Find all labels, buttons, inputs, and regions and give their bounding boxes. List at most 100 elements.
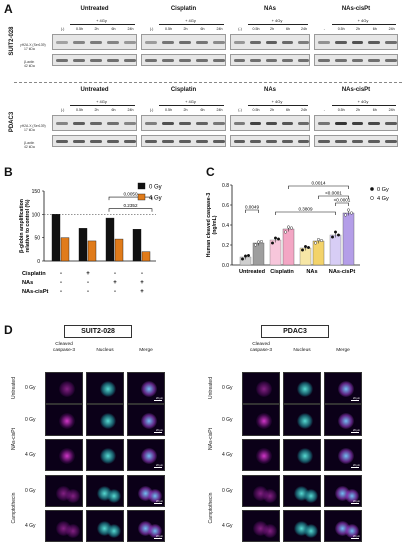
blot-band <box>107 59 119 62</box>
dose-label: 4 Gy <box>25 523 36 529</box>
irradiation-label: + 4Gy <box>357 18 369 23</box>
lane-label: 24h <box>127 108 134 112</box>
merge-image: 20 µm <box>324 510 362 542</box>
blot-band <box>351 59 364 62</box>
cell-signal <box>338 381 354 397</box>
blot-band <box>234 41 245 44</box>
blot-h2ax <box>141 115 226 131</box>
data-point <box>283 230 287 234</box>
y-axis-label-line: (ng/mL) <box>212 215 218 234</box>
blot-band <box>162 122 174 125</box>
caspase-image <box>242 439 280 471</box>
blot-band <box>124 59 136 62</box>
actin-label: β-actin <box>24 60 35 64</box>
blot-h2ax <box>314 34 398 50</box>
blot-band <box>298 122 309 125</box>
bracket-b2 <box>108 208 153 212</box>
panel-letter-a: A <box>4 2 13 16</box>
caspase-image <box>242 372 280 404</box>
lane-label: (-) <box>238 108 242 112</box>
irradiation-label: + 4Gy <box>271 18 283 23</box>
column-header: Cleaved caspase-3 <box>52 342 76 353</box>
scale-bar-label: 20 µm <box>156 464 163 467</box>
data-point <box>306 245 310 249</box>
p-value-label: 0.0014 <box>311 181 325 186</box>
blot-band <box>213 41 225 44</box>
scale-bar <box>154 400 162 401</box>
lane-label: 24h <box>388 108 395 112</box>
legend-label: 4 Gy <box>149 196 162 202</box>
bar-4gy <box>282 228 295 266</box>
treatment-sign: - <box>60 289 62 295</box>
blot-band <box>234 140 245 143</box>
blot-band <box>385 122 397 125</box>
blot-band <box>334 41 347 44</box>
blot-h2ax <box>141 34 226 50</box>
blot-actin <box>141 54 226 66</box>
dose-label: 0 Gy <box>222 417 233 423</box>
group-label: NAs <box>263 6 276 12</box>
scale-bar-label: 20 µm <box>156 429 163 432</box>
blot-h2ax <box>314 115 398 131</box>
column-header: Nucleus <box>293 348 311 353</box>
treatment-row-label: Cisplatin <box>22 271 46 277</box>
blot-band <box>162 41 174 44</box>
bar-4gy <box>252 242 265 266</box>
blot-band <box>385 59 397 62</box>
panel-letter-b: B <box>4 165 13 179</box>
lane-label: 6h <box>200 108 205 112</box>
cell-signal <box>297 381 313 397</box>
scale-bar <box>351 503 359 504</box>
blot-band <box>298 41 309 44</box>
blot-band <box>107 122 119 125</box>
marker-kda: 17 kDa <box>24 47 35 51</box>
data-point <box>244 254 248 258</box>
dose-label: 4 Gy <box>222 523 233 529</box>
scale-bar-label: 20 µm <box>156 535 163 538</box>
scale-bar <box>154 538 162 539</box>
data-point <box>303 244 307 248</box>
bar-0gy <box>78 228 88 262</box>
caspase-image <box>45 439 83 471</box>
lane-label: 24h <box>127 27 134 31</box>
group-label: Untreated <box>80 87 109 93</box>
irradiation-label: + 4Gy <box>96 18 107 23</box>
irradiation-label: + 4Gy <box>96 99 107 104</box>
dose-label: 4 Gy <box>222 452 233 458</box>
cell-signal <box>100 448 116 464</box>
blot-band <box>124 140 136 143</box>
blot-actin <box>314 135 398 147</box>
caspase-image <box>242 404 280 436</box>
cell-signal <box>345 524 359 538</box>
scale-bar-label: 20 µm <box>353 500 360 503</box>
lane-label: (-) <box>238 27 242 31</box>
blot-band <box>90 122 102 125</box>
cell-line-label: SUIT2-028 <box>9 26 15 56</box>
cell-signal <box>59 381 75 397</box>
y-tick-label: 0 <box>37 259 40 265</box>
blot-band <box>250 122 261 125</box>
group-label: Cisplatin <box>170 6 197 12</box>
actin-label: β-actin <box>24 141 35 145</box>
y-axis-label-line: β-globin amplification <box>19 199 25 253</box>
cell-signal <box>141 381 157 397</box>
legend-marker <box>370 187 374 191</box>
blot-actin <box>230 135 310 147</box>
blot-h2ax <box>230 34 310 50</box>
nucleus-image <box>86 475 124 507</box>
blot-band <box>351 41 364 44</box>
lane-label: 0.5h <box>165 108 172 112</box>
blot-band <box>73 140 85 143</box>
blot-band <box>318 41 330 44</box>
blot-band <box>179 41 191 44</box>
actin-kda: 42 kDa <box>24 145 35 149</box>
group-label: Camptothecin <box>208 492 214 524</box>
caspase-image <box>45 475 83 507</box>
lane-label: 24h <box>388 27 395 31</box>
legend-label: 0 Gy <box>149 185 162 191</box>
blot-band <box>162 59 174 62</box>
blot-band <box>73 59 85 62</box>
bar-4gy <box>312 240 325 266</box>
bar-4gy <box>87 240 97 262</box>
blot-band <box>266 59 277 62</box>
